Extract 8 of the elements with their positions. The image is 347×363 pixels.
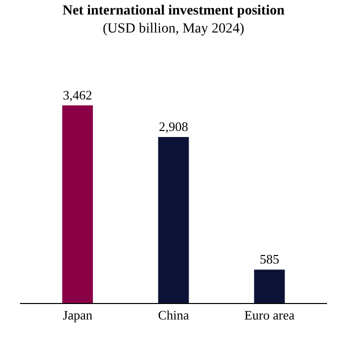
- chart-subtitle: (USD billion, May 2024): [102, 22, 245, 37]
- x-tick-label: Japan: [62, 308, 93, 323]
- data-label: 2,908: [158, 119, 188, 134]
- x-tick-label: Euro area: [244, 308, 295, 323]
- x-tick-label: China: [158, 308, 190, 323]
- chart-title: Net international investment position: [62, 4, 285, 19]
- data-label: 3,462: [62, 87, 92, 102]
- data-label: 585: [260, 252, 280, 267]
